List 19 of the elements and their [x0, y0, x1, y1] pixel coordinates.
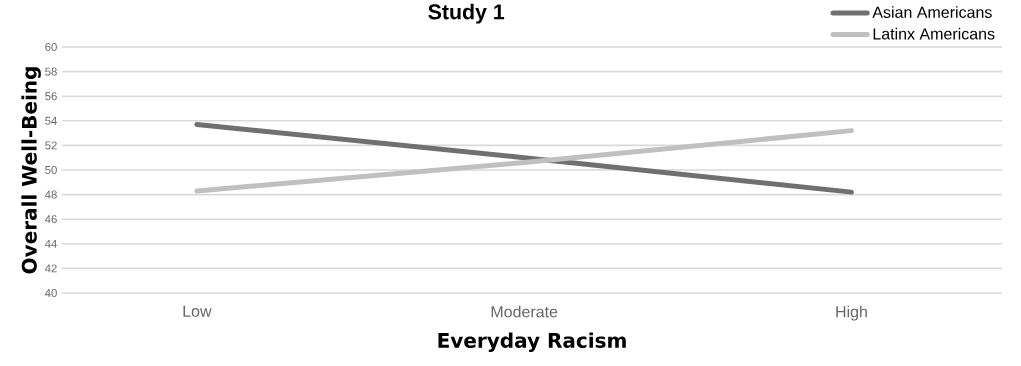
y-tick-label: 42: [44, 264, 57, 273]
x-axis-title: Everyday Racism: [438, 332, 626, 352]
y-tick-label: 54: [45, 116, 57, 125]
x-tick-label: Low: [183, 305, 212, 317]
y-tick-label: 60: [45, 42, 57, 51]
y-tick-label: 48: [44, 190, 57, 199]
y-tick-label: 58: [45, 67, 57, 76]
chart-title: Study 1: [428, 3, 505, 24]
y-tick-label: 50: [45, 165, 57, 174]
legend-label: Latinx Americans: [873, 27, 995, 40]
y-axis-title: Overall Well-Being: [21, 67, 41, 274]
y-tick-label: 40: [44, 288, 57, 297]
y-tick-label: 44: [44, 239, 57, 248]
y-tick-label: 52: [45, 141, 57, 150]
y-tick-label: 46: [44, 215, 57, 224]
y-tick-label: 56: [45, 92, 57, 101]
x-tick-label: High: [836, 305, 867, 321]
x-tick-label: Moderate: [491, 305, 558, 318]
legend-label: Asian Americans: [872, 6, 992, 18]
